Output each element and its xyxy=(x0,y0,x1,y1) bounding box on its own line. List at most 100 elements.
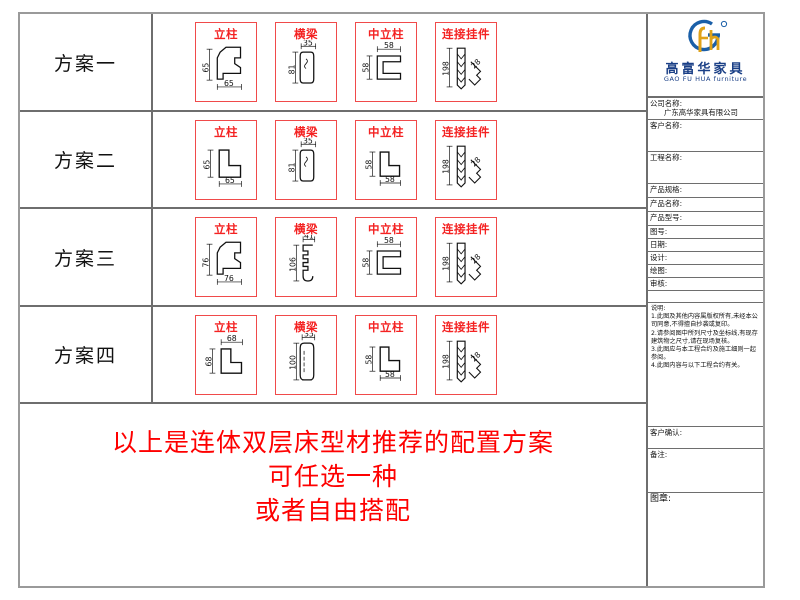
dim-width: 58 xyxy=(385,175,395,184)
scheme-cells: 立柱 65 65 xyxy=(153,14,646,110)
dim-width: 58 xyxy=(384,41,394,50)
mid-post-L-icon: 58 58 xyxy=(356,138,416,197)
profile-cell-connector[interactable]: 连接挂件 198 28 xyxy=(435,314,497,395)
footer-line-1: 以上是连体双层床型材推荐的配置方案 xyxy=(111,428,554,457)
field-project-name[interactable]: 工程名称: xyxy=(648,152,763,184)
dim-width: 28 xyxy=(469,57,482,70)
field-label: 客户名称: xyxy=(650,121,683,130)
title-block: 高富华家具 GAO FU HUA furniture 公司名称: 广东高华家具有… xyxy=(646,14,763,586)
field-label: 绘图: xyxy=(650,266,668,275)
profile-caption: 立柱 xyxy=(214,319,238,334)
field-product-spec[interactable]: 产品规格: xyxy=(648,184,763,198)
profile-cell-mid-post[interactable]: 中立柱 58 58 xyxy=(355,217,417,297)
field-stamp[interactable]: 图章: xyxy=(648,493,763,585)
profile-cell-post[interactable]: 立柱 65 65 xyxy=(195,119,257,200)
field-remarks[interactable]: 备注: xyxy=(648,449,763,493)
field-label: 图号: xyxy=(650,227,668,236)
profile-cell-connector[interactable]: 连接挂件 198 28 xyxy=(435,217,497,297)
post-L-icon: 65 65 xyxy=(196,138,256,197)
note-item: 1.此图及其他内容属版权所有,未经本公司同意,不得擅自抄袭或复印。 xyxy=(651,313,758,329)
dim-height: 58 xyxy=(362,258,371,268)
scheme-row: 方案四 立柱 68 68 xyxy=(20,307,646,404)
beam-oval-icon: 81 35 xyxy=(276,40,336,99)
dim-height: 106 xyxy=(288,257,297,272)
dim-height: 198 xyxy=(442,159,451,174)
profile-caption: 连接挂件 xyxy=(442,27,490,41)
field-drafter[interactable]: 绘图: xyxy=(648,265,763,278)
connector-hook-icon: 198 28 xyxy=(436,333,496,392)
profile-cell-beam[interactable]: 横梁 81 35 xyxy=(275,119,337,200)
dim-height: 100 xyxy=(288,355,297,370)
dim-width: 76 xyxy=(224,274,234,283)
scheme-cells: 立柱 76 76 xyxy=(153,209,646,305)
mid-post-channel-icon: 58 58 xyxy=(356,40,416,99)
profile-caption: 中立柱 xyxy=(368,222,404,236)
profile-caption: 立柱 xyxy=(214,27,238,41)
dim-width: 58 xyxy=(385,370,395,379)
dim-width: 68 xyxy=(227,334,237,343)
profile-caption: 连接挂件 xyxy=(442,222,490,236)
company-name-en: GAO FU HUA furniture xyxy=(663,75,748,83)
field-date[interactable]: 日期: xyxy=(648,239,763,252)
dim-width: 65 xyxy=(225,175,235,184)
note-item: 3.此图应与本工程合约及施工细则一起参阅。 xyxy=(651,346,756,362)
dim-height: 198 xyxy=(442,256,451,271)
mid-post-channel-icon: 58 58 xyxy=(356,235,416,294)
beam-oval-icon: 100 35 xyxy=(276,333,336,392)
dim-width: 28 xyxy=(469,155,482,168)
profile-caption: 中立柱 xyxy=(368,27,404,41)
company-name-cn: 高富华家具 xyxy=(665,62,746,77)
dim-width: 28 xyxy=(469,252,482,265)
field-company-name: 公司名称: 广东高华家具有限公司 xyxy=(648,98,763,120)
footer-note-area: 以上是连体双层床型材推荐的配置方案 可任选一种 或者自由搭配 xyxy=(20,404,646,586)
field-customer-confirm[interactable]: 客户确认: xyxy=(648,427,763,449)
profile-caption: 横梁 xyxy=(294,222,318,236)
profile-caption: 立柱 xyxy=(214,222,238,236)
profile-cell-post[interactable]: 立柱 65 65 xyxy=(195,22,257,102)
profile-cell-mid-post[interactable]: 中立柱 58 58 xyxy=(355,22,417,102)
field-checker[interactable]: 审核: xyxy=(648,278,763,291)
dim-height: 81 xyxy=(287,65,296,75)
scheme-cells: 立柱 65 65 xyxy=(153,112,646,207)
profile-cell-mid-post[interactable]: 中立柱 58 58 xyxy=(355,119,417,200)
profile-cell-post[interactable]: 立柱 76 76 xyxy=(195,217,257,297)
field-drawing-no[interactable]: 图号: xyxy=(648,226,763,239)
mid-post-L-icon: 58 58 xyxy=(356,333,416,392)
field-value: 广东高华家具有限公司 xyxy=(664,108,738,117)
dim-width: 35 xyxy=(303,40,313,47)
field-product-name[interactable]: 产品名称: xyxy=(648,198,763,212)
dim-height: 198 xyxy=(442,61,451,76)
dim-width: 28 xyxy=(469,350,482,363)
scheme-label: 方案四 xyxy=(20,307,153,402)
profile-cell-beam[interactable]: 横梁 100 35 xyxy=(275,314,337,395)
field-label: 产品规格: xyxy=(650,185,683,194)
profile-cell-mid-post[interactable]: 中立柱 58 58 xyxy=(355,314,417,395)
profile-cell-post[interactable]: 立柱 68 68 xyxy=(195,314,257,395)
dim-width: 65 xyxy=(224,79,234,88)
profile-cell-beam[interactable]: 横梁 81 35 xyxy=(275,22,337,102)
drawing-sheet: 方案一 立柱 65 65 xyxy=(18,12,765,588)
dim-height: 58 xyxy=(362,63,371,73)
profile-cell-connector[interactable]: 连接挂件 198 28 xyxy=(435,119,497,200)
profile-cell-beam[interactable]: 横梁 106 41 xyxy=(275,217,337,297)
notes-title: 说明: xyxy=(651,305,666,312)
scheme-row: 方案二 立柱 65 65 xyxy=(20,112,646,209)
field-label: 产品型号: xyxy=(650,213,683,222)
field-product-model[interactable]: 产品型号: xyxy=(648,212,763,226)
dim-height: 58 xyxy=(364,159,373,169)
note-item: 4.此图内容与以下工程合约有关。 xyxy=(651,362,744,370)
beam-channel-icon: 106 41 xyxy=(276,235,336,294)
scheme-row: 方案三 立柱 76 76 xyxy=(20,209,646,307)
connector-hook-icon: 198 28 xyxy=(436,138,496,197)
profile-caption: 中立柱 xyxy=(368,124,404,139)
dim-height: 81 xyxy=(287,162,296,172)
field-label: 备注: xyxy=(650,450,668,459)
profile-cell-connector[interactable]: 连接挂件 198 28 xyxy=(435,22,497,102)
post-notched-icon: 65 65 xyxy=(196,40,256,99)
field-designer[interactable]: 设计: xyxy=(648,252,763,265)
field-label: 工程名称: xyxy=(650,153,683,162)
field-customer-name[interactable]: 客户名称: xyxy=(648,120,763,152)
company-logo: 高富华家具 GAO FU HUA furniture xyxy=(648,14,763,98)
field-label: 设计: xyxy=(650,253,668,262)
dim-width: 35 xyxy=(304,333,314,338)
